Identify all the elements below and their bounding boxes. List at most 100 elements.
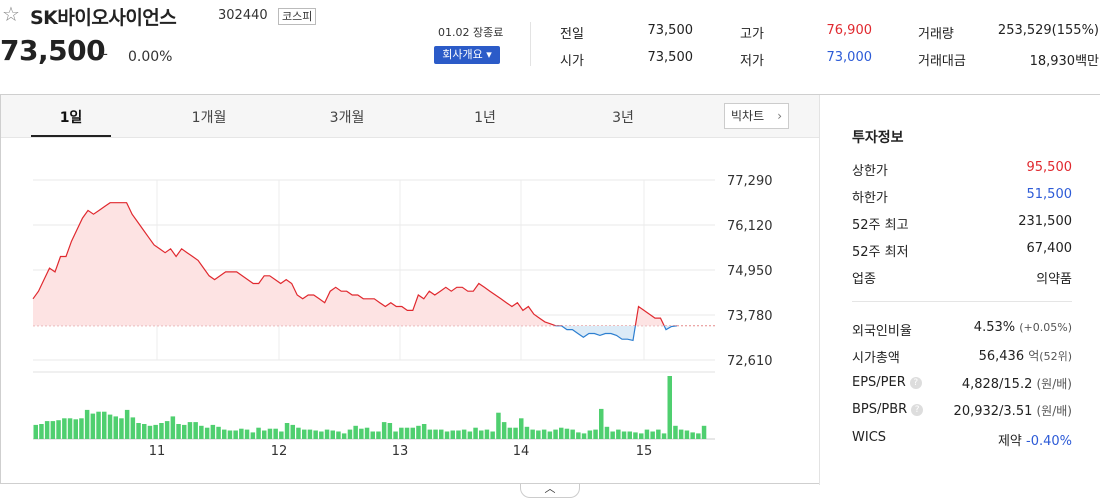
volume-bar xyxy=(650,431,655,439)
volume-bar xyxy=(96,411,101,439)
volume-bar xyxy=(536,430,541,439)
volume-bar xyxy=(159,423,164,439)
volume-bar xyxy=(381,422,387,439)
tab-1day[interactable]: 1일 xyxy=(59,110,83,126)
volume-bar xyxy=(627,431,632,439)
company-info-button[interactable]: 회사개요 ▾ xyxy=(434,46,500,64)
wics-sector[interactable]: 제약 xyxy=(997,434,1022,449)
52w-low-value: 67,400 xyxy=(1026,241,1073,256)
volume-bar xyxy=(164,421,170,439)
volume-bar xyxy=(107,414,113,439)
volume-bar xyxy=(678,429,684,439)
volume-bar xyxy=(284,423,290,439)
volume-bar xyxy=(336,431,341,439)
sector-value: 의약품 xyxy=(1036,272,1072,287)
volume-bar xyxy=(73,419,78,439)
invest-info-panel: 투자정보 상한가 95,500 하한가 51,500 52주 최고 231,50… xyxy=(819,95,1100,485)
volume-value: 253,529(155%) xyxy=(997,23,1099,38)
volume-bar xyxy=(656,429,661,439)
volume-bar xyxy=(33,424,38,439)
invest-info-title: 투자정보 xyxy=(852,130,904,146)
y-tick-label: 76,120 xyxy=(727,219,773,234)
volume-bar xyxy=(610,431,615,439)
volume-bar xyxy=(599,408,604,439)
volume-bar xyxy=(370,431,375,439)
volume-bar xyxy=(513,427,518,439)
upper-limit-value: 95,500 xyxy=(1026,160,1073,175)
volume-bar xyxy=(187,422,193,439)
volume-bar xyxy=(290,424,295,439)
y-tick-label: 73,780 xyxy=(727,309,773,324)
help-question-icon[interactable]: ? xyxy=(909,377,922,389)
price-area-down xyxy=(555,325,677,341)
chart-panel: 1일 1개월 3개월 1년 3년 빅차트 › 77,290 76,120 74,95… xyxy=(0,94,1100,485)
volume-bar xyxy=(564,428,570,439)
x-tick-label: 13 xyxy=(392,444,409,459)
wics-label: WICS xyxy=(852,430,887,445)
volume-bar xyxy=(102,411,107,439)
volume-bar xyxy=(416,425,421,439)
collapse-chart-button[interactable]: ︿ xyxy=(520,483,580,498)
volume-bar xyxy=(84,409,90,439)
foreign-ratio-label: 외국인비율 xyxy=(852,324,912,339)
volume-bar xyxy=(193,422,198,439)
favorite-star-icon[interactable]: ☆ xyxy=(2,2,20,26)
help-question-icon[interactable]: ? xyxy=(911,404,924,416)
volume-bar xyxy=(404,427,410,439)
volume-bar xyxy=(353,425,358,439)
volume-bar xyxy=(604,426,610,439)
sector-label: 업종 xyxy=(852,272,876,287)
eps-per-value: 4,828/15.2 xyxy=(961,377,1033,392)
low-label: 저가 xyxy=(740,54,764,69)
volume-bar xyxy=(227,430,233,439)
y-tick-label: 74,950 xyxy=(727,264,773,279)
market-cap-rank: (52위) xyxy=(1039,350,1072,363)
volume-bar xyxy=(330,430,335,439)
eps-per-unit: (원/배) xyxy=(1036,377,1073,391)
volume-bar xyxy=(256,427,261,439)
volume-bar xyxy=(519,418,524,439)
intraday-chart: 77,290 76,120 74,950 73,780 72,610 11 12 13 14 15 xyxy=(1,139,819,484)
volume-bar xyxy=(199,425,204,439)
volume-bar xyxy=(250,432,256,439)
volume-bar xyxy=(644,429,650,439)
price-change-rate: 0.00% xyxy=(128,49,173,65)
price-line-down xyxy=(554,325,678,342)
volume-bar xyxy=(364,427,370,439)
stock-code: 302440 xyxy=(218,8,268,23)
big-chart-button[interactable]: 빅차트 › xyxy=(724,103,789,129)
high-value: 76,900 xyxy=(826,23,873,38)
volume-bar xyxy=(576,432,581,439)
tab-1month[interactable]: 1개월 xyxy=(191,110,227,126)
volume-bar xyxy=(313,430,318,439)
volume-bar xyxy=(296,427,301,439)
amount-value: 18,930백만 xyxy=(1029,54,1099,69)
wics-rate: -0.40% xyxy=(1026,434,1072,449)
tab-1year[interactable]: 1년 xyxy=(474,110,496,126)
volume-bar xyxy=(456,430,461,439)
volume-bar xyxy=(490,431,495,439)
volume-bar xyxy=(170,416,176,439)
volume-bar xyxy=(496,412,501,439)
tab-3month[interactable]: 3개월 xyxy=(329,110,365,126)
volume-bar xyxy=(673,425,678,439)
market-cap-unit: 억 xyxy=(1028,349,1040,363)
current-price: 73,500 xyxy=(0,34,106,67)
volume-bar xyxy=(581,433,587,439)
eps-per-label: EPS/PER xyxy=(852,375,906,390)
volume-bar xyxy=(262,430,267,439)
volume-bar xyxy=(696,433,701,439)
volume-bar xyxy=(399,427,404,439)
volume-bar xyxy=(541,429,547,439)
volume-bar xyxy=(119,418,124,439)
volume-bar xyxy=(113,416,118,439)
tab-3year[interactable]: 3년 xyxy=(612,110,634,126)
open-value: 73,500 xyxy=(647,50,694,65)
chevron-right-icon: › xyxy=(777,109,782,123)
volume-bar xyxy=(553,429,558,439)
volume-bar xyxy=(359,428,364,439)
market-cap-value: 56,436 xyxy=(978,349,1025,364)
volume-bar xyxy=(302,429,307,439)
52w-high-label: 52주 최고 xyxy=(852,218,909,233)
volume-bar xyxy=(639,433,644,439)
